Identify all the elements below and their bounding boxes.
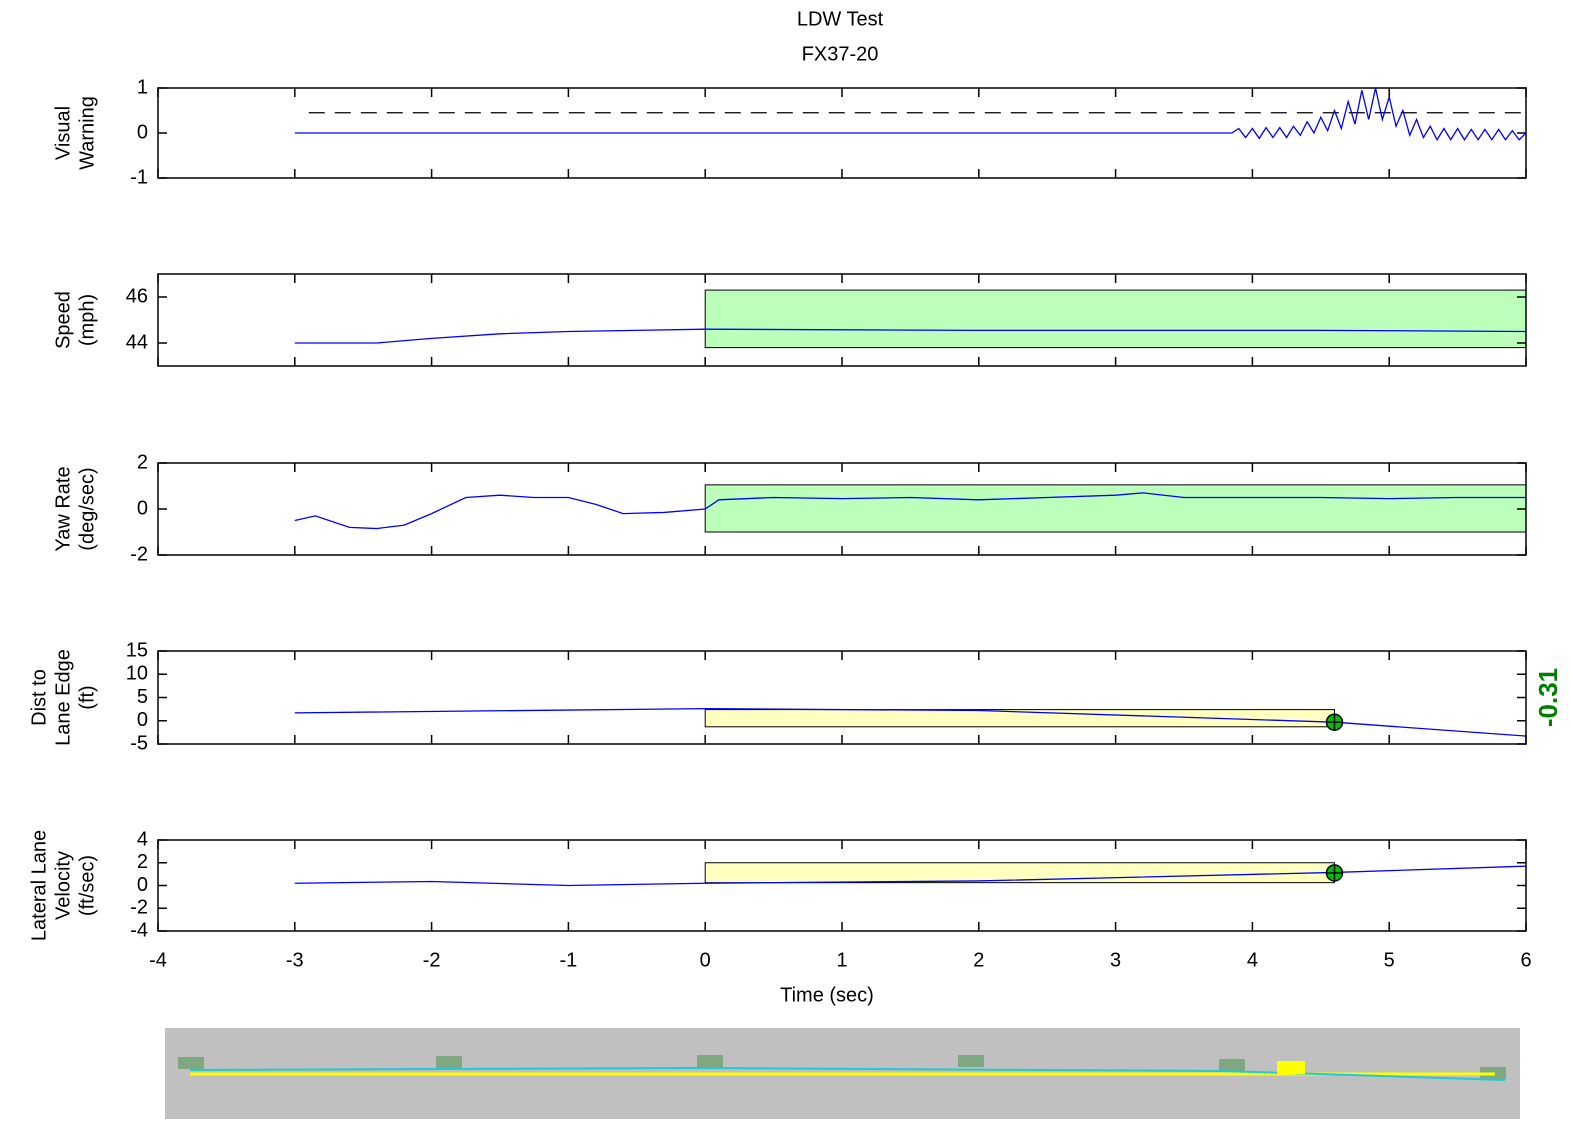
lane-marker [697, 1055, 723, 1067]
chart-title: LDW Test [797, 8, 884, 30]
axes-box [158, 840, 1526, 931]
y-tick-label: 0 [137, 709, 148, 731]
y-axis-label: Dist to [28, 669, 50, 726]
range-band [704, 289, 1527, 349]
y-tick-label: 2 [137, 451, 148, 473]
x-tick-label: -1 [560, 949, 578, 971]
y-axis-label: Lateral Lane [28, 830, 50, 941]
x-tick-label: 0 [700, 949, 711, 971]
lane-marker [436, 1056, 462, 1068]
y-tick-label: 2 [137, 851, 148, 873]
x-axis-label: Time (sec) [780, 984, 874, 1006]
road-view [165, 1028, 1520, 1119]
y-tick-label: 5 [137, 686, 148, 708]
event-marker-cross [1326, 864, 1343, 881]
x-tick-label: -3 [286, 949, 304, 971]
y-tick-label: -2 [130, 543, 148, 565]
lane-marker [1219, 1059, 1245, 1071]
y-tick-label: -5 [130, 732, 148, 754]
data-line [294, 88, 1526, 142]
y-tick-label: 0 [137, 497, 148, 519]
y-tick-label: 15 [126, 639, 148, 661]
y-tick-label: 0 [137, 874, 148, 896]
data-line [294, 708, 1526, 737]
vehicle-path [189, 1066, 1506, 1081]
axes-box [158, 651, 1526, 744]
x-tick-label: 1 [836, 949, 847, 971]
chart-subtitle: FX37-20 [802, 43, 879, 65]
data-line [294, 328, 1526, 344]
event-value-label: -0.31 [1533, 668, 1563, 727]
data-line [294, 492, 1526, 530]
y-axis-label: Yaw Rate [52, 466, 74, 551]
range-band [704, 484, 1527, 533]
event-marker-cross [1326, 714, 1343, 731]
y-tick-label: 1 [137, 76, 148, 98]
y-tick-label: 0 [137, 121, 148, 143]
x-tick-label: 6 [1520, 949, 1531, 971]
y-axis-label: Speed [52, 291, 74, 349]
x-tick-label: 5 [1384, 949, 1395, 971]
x-tick-label: 4 [1247, 949, 1258, 971]
x-tick-label: 3 [1110, 949, 1121, 971]
y-tick-label: -4 [130, 919, 148, 941]
y-tick-label: 44 [126, 331, 148, 353]
y-tick-label: 4 [137, 828, 148, 850]
y-tick-label: 10 [126, 663, 148, 685]
y-axis-label: (ft/sec) [76, 855, 98, 916]
lane-marker [958, 1055, 984, 1067]
y-tick-label: 46 [126, 285, 148, 307]
x-tick-label: -2 [423, 949, 441, 971]
y-axis-label: Velocity [52, 851, 74, 920]
y-axis-label: Warning [76, 96, 98, 170]
y-axis-label: Visual [52, 106, 74, 160]
x-tick-label: 2 [973, 949, 984, 971]
y-axis-label: (deg/sec) [76, 467, 98, 550]
x-tick-label: -4 [149, 949, 167, 971]
lane-marker [178, 1057, 204, 1069]
y-axis-label: (ft) [76, 685, 98, 709]
y-tick-label: -1 [130, 166, 148, 188]
y-tick-label: -2 [130, 897, 148, 919]
y-axis-label: (mph) [76, 294, 98, 346]
y-axis-label: Lane Edge [52, 649, 74, 746]
vehicle [1277, 1061, 1305, 1074]
